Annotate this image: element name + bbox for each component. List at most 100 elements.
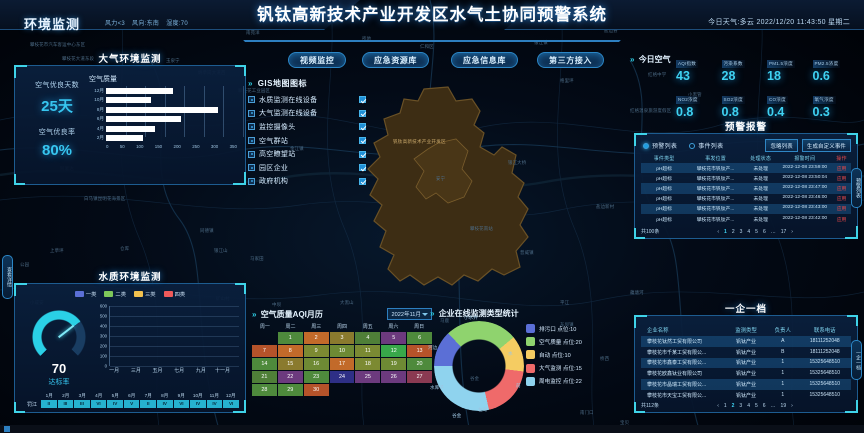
page-number[interactable]: 2: [731, 228, 735, 235]
page-number[interactable]: 17: [780, 228, 787, 235]
checkbox[interactable]: [359, 109, 366, 117]
gis-layer-item[interactable]: 政府机构: [248, 175, 366, 189]
calendar-day[interactable]: 7: [252, 345, 277, 357]
calendar-day[interactable]: 30: [303, 384, 329, 396]
checkbox[interactable]: [359, 137, 366, 145]
gis-layer-item[interactable]: 监控摄像头: [248, 120, 366, 134]
next-page-button[interactable]: ›: [791, 228, 793, 235]
table-row[interactable]: 攀枝花市晶瑞工贸有限公... 钒钛产业 1 15325648510: [641, 379, 851, 390]
side-tab-detail[interactable]: 查看详情: [2, 255, 13, 299]
calendar-day[interactable]: 14: [252, 358, 277, 370]
nav-pill-应急信息库[interactable]: 应急信息库: [451, 52, 518, 68]
table-row[interactable]: 攀枝花市千某工贸有限公... 钒钛产业 B 18111252048: [641, 347, 851, 358]
table-row[interactable]: pH超标 攀枝花市钒钛产... 未处理 2022-12-08 23:43:00 应用: [641, 203, 851, 214]
calendar-day[interactable]: 24: [329, 371, 355, 383]
row-action-link[interactable]: 应用: [836, 186, 847, 192]
row-action-link[interactable]: 应用: [836, 166, 847, 172]
calendar-day[interactable]: 10: [329, 345, 355, 357]
calendar-day[interactable]: 29: [277, 384, 303, 396]
calendar-day[interactable]: 6: [407, 332, 432, 344]
page-number[interactable]: 5: [755, 228, 758, 235]
page-number[interactable]: 5: [754, 402, 758, 409]
calendar-day[interactable]: 18: [355, 358, 381, 370]
checkbox[interactable]: [359, 96, 366, 104]
row-action-link[interactable]: 应用: [836, 207, 847, 213]
windows-icon[interactable]: [4, 426, 10, 432]
page-number[interactable]: …: [770, 402, 776, 409]
checkbox[interactable]: [359, 164, 366, 172]
page-number[interactable]: 6: [762, 402, 766, 409]
table-row[interactable]: 攀枝花市鑫泰工贸有限公... 钒钛产业 1 15325648510: [641, 357, 851, 369]
page-number[interactable]: 6: [762, 228, 766, 235]
calendar-day[interactable]: 9: [303, 345, 329, 357]
next-page-button[interactable]: ›: [791, 402, 793, 409]
prev-page-button[interactable]: ‹: [717, 402, 719, 409]
nav-pill-第三方接入[interactable]: 第三方接入: [537, 52, 604, 68]
page-number[interactable]: 1: [723, 402, 727, 409]
calendar-day[interactable]: 28: [252, 384, 277, 396]
calendar-day[interactable]: 27: [407, 371, 432, 383]
calendar-day[interactable]: 13: [407, 345, 432, 357]
calendar-day[interactable]: 5: [381, 332, 407, 344]
radio-warning-list[interactable]: [643, 142, 649, 149]
calendar-day[interactable]: 26: [381, 371, 407, 383]
calendar-day[interactable]: 3: [329, 332, 355, 344]
calendar-day[interactable]: 25: [355, 371, 381, 383]
side-tab-warning-list[interactable]: 预警列表: [851, 168, 862, 208]
create-custom-event-button[interactable]: 生成自定义事件: [801, 139, 851, 152]
radio-event-list-label[interactable]: 事件列表: [698, 144, 724, 150]
gis-layer-item[interactable]: 大气监测在线设备: [248, 107, 366, 121]
table-row[interactable]: pH超标 攀枝花市钒钛产... 未处理 2022-12-08 23:50:04 应用: [641, 173, 851, 183]
header-center-banner: [205, 0, 659, 42]
calendar-day[interactable]: 21: [252, 371, 277, 383]
calendar-day[interactable]: 23: [303, 371, 329, 383]
checkbox[interactable]: [359, 150, 366, 158]
checkbox[interactable]: [359, 123, 366, 131]
radio-warning-list-label[interactable]: 预警列表: [652, 144, 678, 150]
table-row[interactable]: 攀枝花钛然工贸有限公司 钒钛产业 A 18111252048: [641, 336, 851, 347]
calendar-day[interactable]: 4: [355, 332, 381, 344]
prev-page-button[interactable]: ‹: [717, 228, 720, 235]
table-row[interactable]: pH超标 攀枝花市钒钛产... 未处理 2022-12-08 23:42:00 应用: [641, 214, 851, 224]
page-number[interactable]: …: [770, 228, 776, 235]
page-number[interactable]: 3: [739, 402, 743, 409]
calendar-day[interactable]: 1: [277, 332, 303, 344]
calendar-day[interactable]: 22: [277, 371, 303, 383]
gis-layer-item[interactable]: 园区企业: [248, 161, 366, 175]
side-tab-enterprise[interactable]: 一企一档: [851, 340, 862, 380]
calendar-day[interactable]: 16: [303, 358, 329, 370]
table-row[interactable]: 攀枝花市天宝工贸有限公... 钒钛产业 1 15325648510: [641, 390, 851, 401]
calendar-day[interactable]: 15: [277, 358, 303, 370]
gis-layer-item[interactable]: 高空瞭望站: [248, 147, 366, 161]
calendar-day[interactable]: 11: [355, 345, 381, 357]
page-number[interactable]: 19: [780, 402, 787, 409]
table-row[interactable]: 攀枝花欧鑫钛业有限公司 钒钛产业 1 15325648510: [641, 368, 851, 379]
page-number[interactable]: 3: [739, 228, 743, 235]
row-action-link[interactable]: 应用: [836, 217, 847, 223]
table-row[interactable]: pH超标 攀枝花市钒钛产... 未处理 2022-12-08 23:47:00 应用: [641, 183, 851, 194]
calendar-day[interactable]: 12: [381, 345, 407, 357]
radio-event-list[interactable]: [689, 142, 696, 149]
nav-pill-应急资源库[interactable]: 应急资源库: [362, 52, 429, 68]
row-action-link[interactable]: 应用: [836, 197, 847, 203]
page-number[interactable]: 4: [747, 228, 751, 235]
gis-layer-item[interactable]: 水质监测在线设备: [248, 93, 366, 107]
calendar-day[interactable]: 20: [407, 358, 432, 370]
table-row[interactable]: pH超标 攀枝花市钒钛产... 未处理 2022-12-08 23:46:00 应用: [641, 194, 851, 204]
table-row[interactable]: pH超标 攀枝花市钒钛产... 未处理 2022-12-08 23:59:00 应用: [641, 163, 851, 174]
page-number[interactable]: 1: [724, 228, 727, 235]
calendar-day[interactable]: 2: [303, 332, 329, 344]
page-number[interactable]: 2: [731, 402, 735, 409]
warning-page-numbers[interactable]: ‹ 1 2 3 4 5 6 … 17 ›: [659, 229, 851, 235]
calendar-day[interactable]: 19: [381, 358, 407, 370]
gis-layer-item[interactable]: 空气群站: [248, 134, 366, 148]
page-number[interactable]: 4: [747, 402, 750, 409]
calendar-day[interactable]: 17: [329, 358, 355, 370]
checkbox[interactable]: [359, 177, 366, 185]
calendar-day[interactable]: 8: [277, 345, 303, 357]
enterprise-page-numbers[interactable]: ‹ 1 2 3 4 5 6 … 19 ›: [659, 403, 851, 409]
month-select[interactable]: 2022年11月: [386, 308, 432, 320]
row-action-link[interactable]: 应用: [836, 176, 847, 182]
ignore-list-button[interactable]: 忽略列表: [765, 139, 798, 152]
nav-pill-视频监控[interactable]: 视频监控: [288, 52, 347, 68]
